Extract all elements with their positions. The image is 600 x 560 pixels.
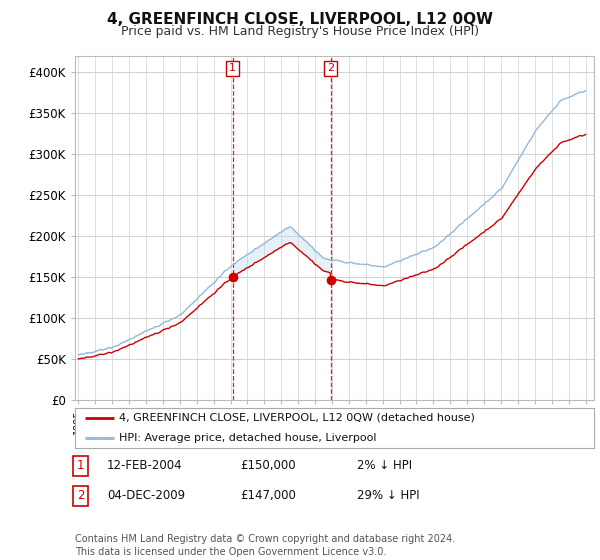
Text: £147,000: £147,000 [240,489,296,502]
Text: 1: 1 [229,63,236,73]
Text: 4, GREENFINCH CLOSE, LIVERPOOL, L12 0QW (detached house): 4, GREENFINCH CLOSE, LIVERPOOL, L12 0QW … [119,413,475,423]
Text: Contains HM Land Registry data © Crown copyright and database right 2024.
This d: Contains HM Land Registry data © Crown c… [75,534,455,557]
Text: 1: 1 [77,459,84,473]
Text: 2: 2 [327,63,334,73]
Text: 2% ↓ HPI: 2% ↓ HPI [357,459,412,473]
Text: Price paid vs. HM Land Registry's House Price Index (HPI): Price paid vs. HM Land Registry's House … [121,25,479,38]
Text: 2: 2 [77,489,84,502]
Text: 04-DEC-2009: 04-DEC-2009 [107,489,185,502]
Text: 4, GREENFINCH CLOSE, LIVERPOOL, L12 0QW: 4, GREENFINCH CLOSE, LIVERPOOL, L12 0QW [107,12,493,27]
Text: 29% ↓ HPI: 29% ↓ HPI [357,489,419,502]
Text: 12-FEB-2004: 12-FEB-2004 [107,459,182,473]
Text: £150,000: £150,000 [240,459,296,473]
Text: HPI: Average price, detached house, Liverpool: HPI: Average price, detached house, Live… [119,433,377,443]
